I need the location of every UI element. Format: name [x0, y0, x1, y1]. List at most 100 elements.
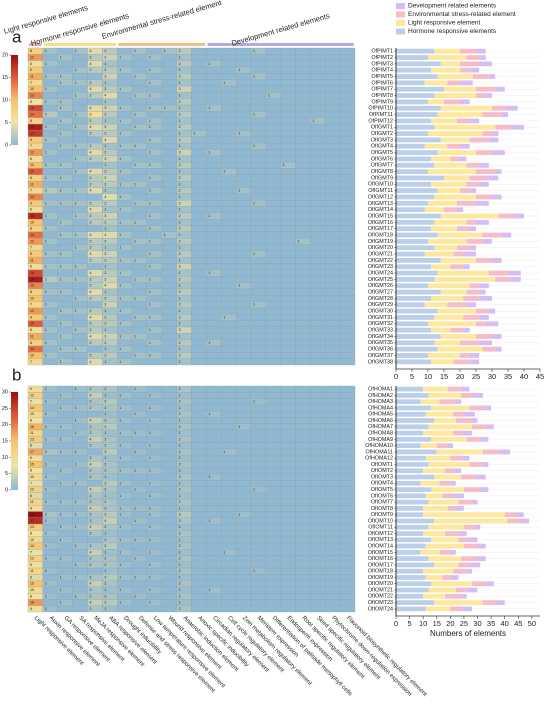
bar-segment [425, 575, 443, 580]
bar-segment [476, 334, 492, 339]
heatmap-cell [235, 295, 252, 302]
cell-value: 3 [104, 575, 106, 579]
heatmap-cell [146, 244, 162, 252]
heatmap-cell [265, 404, 281, 412]
heatmap-cell [191, 492, 207, 500]
heatmap-cell [72, 599, 88, 606]
heatmap-cell [146, 486, 162, 493]
cell-value: 4 [89, 271, 91, 275]
bar-segment [431, 67, 460, 73]
heatmap-cell [221, 417, 237, 424]
cell-value: 2 [179, 488, 181, 492]
heatmap-cell [206, 333, 222, 340]
heatmap-cell [221, 161, 237, 169]
heatmap-cell [295, 417, 311, 424]
bar-segment [396, 48, 435, 54]
cell-value: 4 [89, 582, 91, 586]
heatmap-cell [295, 161, 311, 169]
heatmap-cell [310, 238, 326, 245]
heatmap-cell [206, 436, 222, 443]
cell-value: 9 [30, 456, 32, 460]
heatmap-cell [265, 269, 281, 277]
cell-value: 2 [104, 49, 106, 53]
bar-segment [439, 549, 451, 555]
cell-value: 1 [75, 575, 77, 579]
cell-value: 2 [179, 303, 181, 307]
cell-value: 18 [30, 601, 34, 605]
cell-value: 7 [30, 400, 32, 404]
heatmap-cell [280, 339, 296, 347]
cell-value: 2 [89, 594, 91, 598]
heatmap-cell [206, 498, 222, 506]
heatmap-cell [117, 555, 133, 562]
cell-value: 1 [134, 239, 136, 243]
cell-value: 1 [149, 393, 151, 397]
heatmap-cell [235, 498, 252, 506]
bar-segment [463, 327, 470, 333]
cell-value: 1 [149, 550, 151, 554]
heatmap-cell [72, 282, 88, 290]
heatmap-cell [295, 448, 311, 456]
heatmap-cell [295, 307, 311, 315]
heatmap-cell [295, 480, 311, 487]
heatmap-cell [221, 454, 237, 462]
cell-value: 12 [30, 488, 34, 492]
heatmap-cell [280, 561, 296, 569]
heatmap-cell [191, 345, 207, 353]
x-tick-label: 15 [433, 619, 441, 628]
cell-value: 1 [104, 607, 106, 611]
cell-value: 1 [119, 132, 121, 136]
heatmap-cell [146, 193, 162, 201]
heatmap-cell [310, 269, 326, 277]
bar-segment [437, 188, 460, 194]
heatmap-cell [131, 79, 148, 87]
heatmap-cell [191, 104, 207, 112]
cell-value: 1 [179, 481, 181, 485]
heatmap-cell [206, 530, 222, 537]
cell-value: 1 [179, 393, 181, 397]
heatmap-cell [235, 599, 252, 606]
bar-segment [477, 543, 486, 549]
bar-segment [437, 270, 489, 276]
cell-value: 1 [253, 303, 255, 307]
heatmap-cell [250, 288, 266, 296]
cell-value: 1 [104, 189, 106, 193]
bar-segment [495, 169, 502, 175]
heatmap-cell [42, 492, 58, 500]
heatmap-cell [339, 276, 356, 283]
heatmap-cell [146, 231, 162, 239]
heatmap-cell [57, 567, 73, 575]
heatmap-cell [339, 567, 356, 575]
heatmap-cell [87, 98, 103, 106]
heatmap-cell [161, 392, 177, 399]
cell-value: 1 [179, 334, 181, 338]
heatmap-cell [131, 98, 148, 106]
cell-value: 1 [253, 252, 255, 256]
heatmap-cell [131, 473, 148, 481]
heatmap-cell [339, 392, 356, 399]
heatmap-cell [310, 168, 326, 175]
heatmap-cell [310, 498, 326, 506]
row-label: OfIGMT16 [368, 220, 393, 226]
heatmap-cell [235, 358, 252, 366]
cell-value: 2 [179, 594, 181, 598]
heatmap-cell [206, 111, 222, 118]
heatmap-cell [339, 307, 356, 315]
bar-segment [396, 327, 432, 333]
heatmap-cell [235, 442, 252, 449]
row-label: OfIOMT11 [368, 525, 393, 531]
cell-value: 1 [104, 246, 106, 250]
heatmap-cell [42, 467, 58, 475]
cell-value: 1 [75, 296, 77, 300]
heatmap-cell [250, 79, 266, 87]
cell-value: 1 [104, 412, 106, 416]
cell-value: 1 [45, 425, 47, 429]
bar-segment [461, 455, 470, 461]
heatmap-cell [42, 561, 58, 569]
bar-segment [447, 302, 467, 308]
cell-value: 4 [89, 125, 91, 129]
colorbar-tick-label: 30 [2, 389, 8, 395]
heatmap-cell [221, 263, 237, 271]
cell-value: 1 [75, 189, 77, 193]
heatmap-cell [117, 436, 133, 443]
